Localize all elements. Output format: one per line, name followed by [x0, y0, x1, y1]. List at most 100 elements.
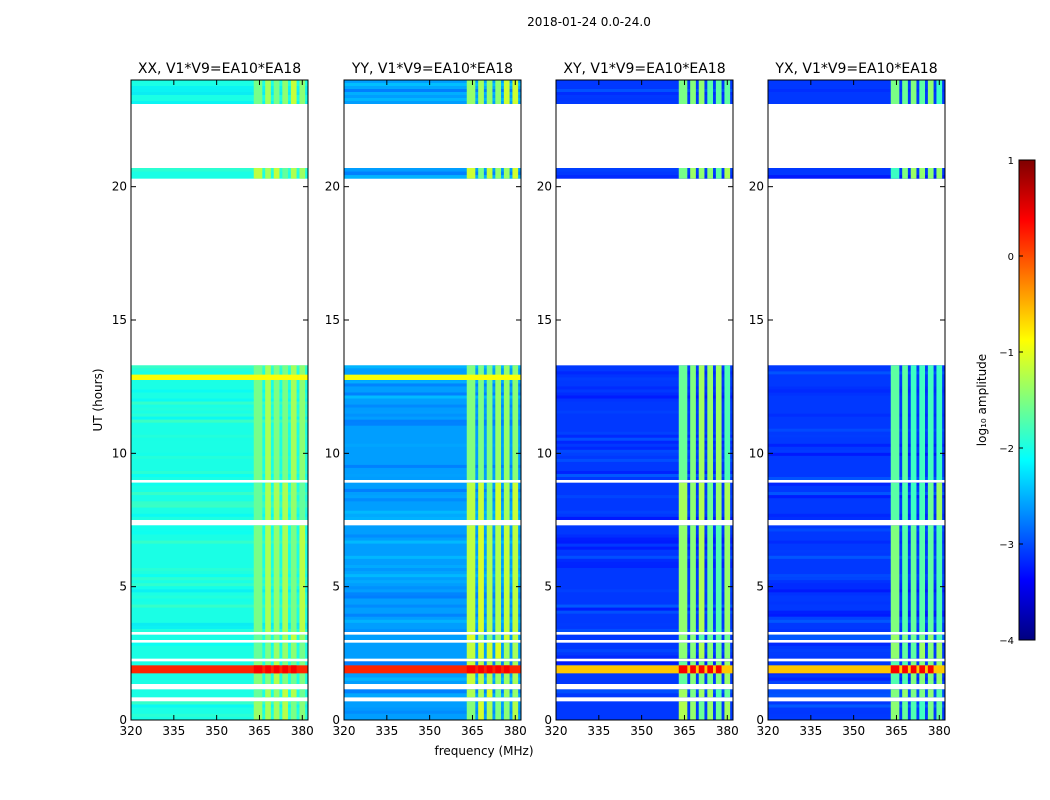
rfi-band	[495, 701, 502, 720]
rfi-band	[253, 168, 263, 179]
rfi-band	[265, 482, 271, 520]
rfi-band	[698, 482, 705, 520]
bright-rfi-cell	[715, 665, 722, 674]
rfi-band	[495, 689, 502, 698]
rfi-band	[707, 365, 714, 480]
rfi-band	[678, 525, 688, 632]
noise-row	[131, 419, 308, 423]
noise-row	[131, 571, 308, 575]
rfi-band	[466, 701, 476, 720]
data-strip	[131, 634, 308, 640]
rfi-band	[265, 689, 271, 698]
rfi-band	[486, 642, 493, 659]
x-tick-label: 350	[842, 724, 865, 738]
rfi-band	[273, 365, 280, 480]
noise-row	[768, 413, 945, 417]
noise-row	[768, 628, 945, 632]
rfi-band	[273, 689, 280, 698]
rfi-band	[290, 482, 297, 520]
y-tick-label: 5	[544, 580, 552, 594]
rfi-band	[715, 168, 722, 179]
noise-row	[344, 92, 521, 95]
rfi-band	[503, 634, 510, 640]
data-strip	[131, 642, 308, 659]
rfi-band	[290, 701, 297, 720]
x-tick-label: 380	[928, 724, 951, 738]
noise-row	[556, 661, 733, 665]
noise-row	[556, 175, 733, 179]
rfi-band	[265, 701, 271, 720]
rfi-band	[715, 689, 722, 698]
x-tick-label: 365	[673, 724, 696, 738]
noise-row	[131, 92, 308, 95]
rfi-band	[486, 689, 493, 698]
rfi-band	[707, 642, 714, 659]
panel-title: YX, V1*V9=EA10*EA18	[774, 61, 937, 77]
rfi-band	[715, 634, 722, 640]
rfi-band	[290, 80, 297, 104]
noise-row	[131, 86, 308, 89]
rfi-band	[265, 642, 271, 659]
rfi-band	[707, 482, 714, 520]
rfi-band	[290, 689, 297, 698]
rfi-band	[503, 80, 510, 104]
noise-row	[768, 613, 945, 617]
y-axis-label: UT (hours)	[91, 368, 105, 431]
noise-row	[344, 513, 521, 517]
y-tick-label: 0	[544, 713, 552, 727]
bright-event	[344, 665, 521, 674]
rfi-band	[478, 689, 484, 698]
rfi-band	[253, 701, 263, 720]
noise-row	[344, 534, 521, 538]
bright-rfi-cell	[927, 665, 934, 674]
rfi-band	[466, 642, 476, 659]
rfi-band	[265, 634, 271, 640]
noise-row	[344, 422, 521, 426]
noise-row	[556, 534, 733, 538]
rfi-band	[902, 689, 908, 698]
noise-row	[131, 488, 308, 492]
noise-row	[131, 586, 308, 590]
noise-row	[344, 395, 521, 399]
noise-row	[344, 98, 521, 101]
rfi-band	[927, 689, 934, 698]
rfi-band	[503, 525, 510, 632]
noise-row	[556, 458, 733, 462]
noise-row	[344, 592, 521, 596]
noise-row	[556, 386, 733, 390]
rfi-band	[902, 525, 908, 632]
x-tick-label: 320	[120, 724, 143, 738]
y-tick-label: 10	[537, 446, 552, 460]
rfi-band	[919, 642, 926, 659]
rfi-band	[503, 689, 510, 698]
noise-row	[131, 365, 308, 369]
noise-row	[768, 677, 945, 681]
noise-row	[131, 416, 308, 420]
rfi-band	[512, 634, 519, 640]
bright-rfi-cell	[282, 665, 289, 674]
rfi-band	[253, 80, 263, 104]
data-strip	[344, 642, 521, 659]
noise-row	[768, 540, 945, 544]
noise-row	[556, 552, 733, 556]
noise-row	[131, 168, 308, 172]
rfi-band	[919, 365, 926, 480]
rfi-band	[698, 365, 705, 480]
noise-row	[344, 488, 521, 492]
rfi-band	[910, 80, 917, 104]
noise-row	[344, 380, 521, 384]
rfi-band	[690, 168, 696, 179]
noise-row	[344, 171, 521, 176]
panel-title: XX, V1*V9=EA10*EA18	[138, 61, 301, 77]
rfi-band	[690, 525, 696, 632]
noise-row	[131, 434, 308, 438]
noise-row	[344, 495, 521, 499]
rfi-band	[678, 365, 688, 480]
rfi-band	[890, 689, 900, 698]
noise-row	[768, 693, 945, 698]
noise-row	[556, 589, 733, 593]
rfi-band	[902, 634, 908, 640]
rfi-band	[890, 634, 900, 640]
rfi-band	[253, 689, 263, 698]
colorbar-tick-label: −3	[999, 540, 1014, 551]
